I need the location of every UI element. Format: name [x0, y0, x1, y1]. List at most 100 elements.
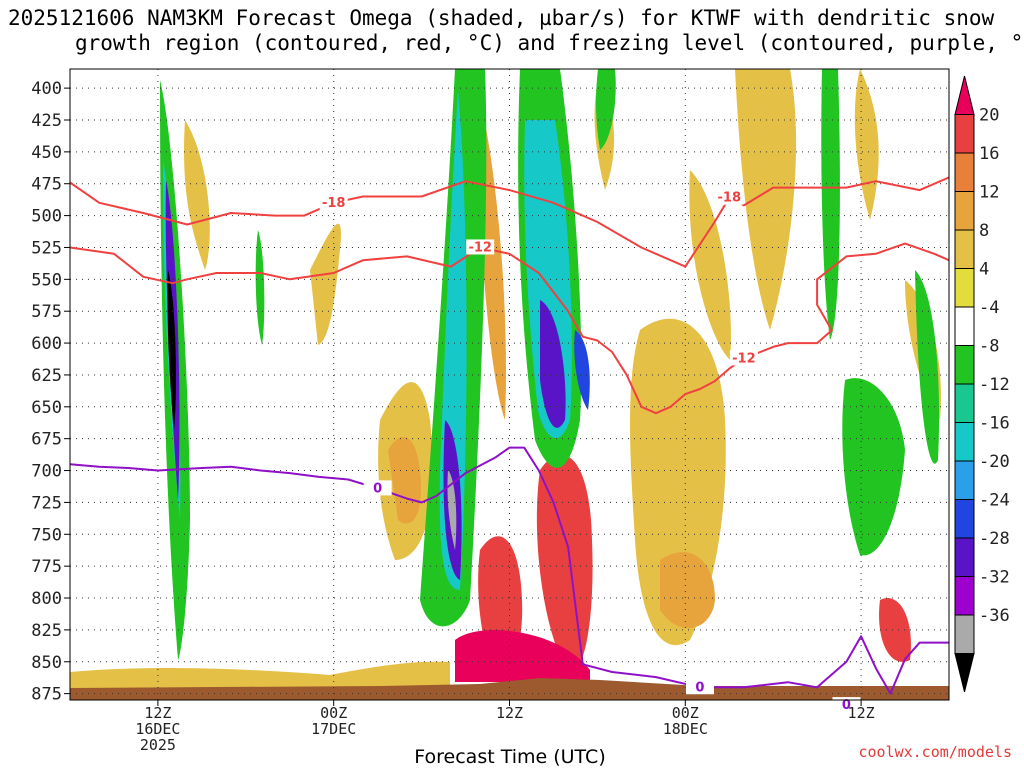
colorbar-swatch	[954, 229, 975, 269]
contour-label: 0	[842, 698, 851, 713]
contour-label-bg	[466, 239, 495, 255]
y-tick-label: 725	[31, 493, 62, 513]
y-tick-label: 425	[31, 111, 62, 131]
y-tick-label: 500	[31, 207, 62, 227]
colorbar-label: 12	[979, 183, 999, 203]
x-tick-label: 00Z	[320, 704, 347, 722]
colorbar-cap-top	[954, 75, 975, 115]
y-tick-label: 650	[31, 398, 62, 418]
y-tick-label: 700	[31, 462, 62, 482]
omega-negative-region	[574, 330, 590, 410]
credit-text: coolwx.com/models	[858, 743, 1012, 761]
omega-positive-region	[388, 436, 421, 524]
omega-positive-region	[536, 454, 593, 675]
contour-label: -12	[468, 240, 492, 255]
omega-negative-region	[915, 270, 940, 464]
x-tick-label: 12Z	[848, 704, 875, 722]
colorbar-label: -4	[979, 298, 999, 318]
omega-negative-region	[255, 230, 265, 345]
colorbar-swatch	[954, 268, 975, 308]
contour-label-bg	[729, 350, 758, 366]
colorbar-swatch	[954, 306, 975, 346]
contour-line	[70, 446, 949, 695]
colorbar-label: 20	[979, 106, 999, 126]
omega-negative-region	[842, 378, 905, 556]
y-tick-label: 750	[31, 525, 62, 545]
y-tick-label: 675	[31, 430, 62, 450]
colorbar-label: -32	[979, 568, 1010, 588]
x-tick-label: 12Z	[144, 704, 171, 722]
colorbar-swatch	[954, 345, 975, 385]
y-tick-label: 600	[31, 334, 62, 354]
x-tick-label: 18DEC	[663, 720, 708, 738]
colorbar-label: -12	[979, 375, 1010, 395]
contour-label: 0	[695, 680, 704, 695]
contour-label-bg	[363, 480, 392, 496]
omega-negative-region	[595, 69, 616, 150]
x-tick-label: 2025	[140, 736, 176, 754]
temperature-contours	[70, 176, 949, 695]
omega-positive-region	[879, 598, 911, 662]
x-tick-label: 16DEC	[135, 720, 180, 738]
colorbar-swatch	[954, 499, 975, 539]
contour-label: -18	[718, 191, 742, 206]
colorbar-label: 4	[979, 260, 989, 280]
omega-negative-region	[540, 300, 566, 428]
y-tick-label: 850	[31, 653, 62, 673]
y-tick-label: 800	[31, 589, 62, 609]
omega-positive-region	[735, 69, 797, 330]
contour-line	[70, 176, 949, 268]
omega-positive-region	[184, 120, 210, 270]
chart-title-line1: 2025121606 NAM3KM Forecast Omega (shaded…	[8, 6, 995, 30]
contour-label-bg	[715, 189, 744, 205]
colorbar-swatch	[954, 537, 975, 577]
colorbar-swatch	[954, 614, 975, 654]
colorbar-label: -8	[979, 337, 999, 357]
contour-label: -12	[732, 351, 756, 366]
y-tick-label: 400	[31, 79, 62, 99]
colorbar-swatch	[954, 576, 975, 616]
terrain	[70, 678, 949, 700]
omega-positive-region	[70, 661, 450, 688]
y-axis: 400 425 450 475 500 525 550 575 600 625 650 675 700 7…	[31, 79, 70, 705]
colorbar-label: 16	[979, 144, 999, 164]
omega-positive-region	[660, 552, 715, 629]
y-tick-label: 825	[31, 621, 62, 641]
colorbar: 20 16 12 8 4 -4 -8 -12 -16 -20 -24 -28 -32 -36	[954, 75, 1010, 693]
chart-title-line2: growth region (contoured, red, °C) and f…	[75, 31, 1024, 55]
y-tick-label: 625	[31, 366, 62, 386]
omega-positive-region	[689, 170, 731, 360]
omega-positive-region	[455, 630, 590, 682]
colorbar-swatch	[954, 114, 975, 154]
colorbar-swatch	[954, 191, 975, 231]
contour-label: 0	[373, 481, 382, 496]
omega-negative-region	[447, 470, 457, 550]
contour-label-bg	[832, 697, 861, 713]
colorbar-swatch	[954, 460, 975, 500]
x-tick-label: 12Z	[496, 704, 523, 722]
x-axis-label: Forecast Time (UTC)	[414, 746, 605, 768]
y-tick-label: 575	[31, 302, 62, 322]
y-tick-label: 475	[31, 175, 62, 195]
contour-label-bg	[685, 679, 714, 695]
contour-labels: -18 -18 -12 -12 0 0 0	[319, 189, 861, 713]
colorbar-swatch	[954, 383, 975, 423]
omega-shading	[70, 69, 949, 700]
colorbar-label: -28	[979, 529, 1010, 549]
omega-positive-region	[310, 223, 341, 345]
colorbar-label: -20	[979, 452, 1010, 472]
x-tick-label: 17DEC	[311, 720, 356, 738]
contour-label: -18	[322, 196, 346, 211]
y-tick-label: 875	[31, 685, 62, 705]
x-tick-label: 00Z	[672, 704, 699, 722]
y-tick-label: 525	[31, 238, 62, 258]
colorbar-label: -36	[979, 606, 1010, 626]
contour-line	[70, 242, 949, 415]
colorbar-label: -16	[979, 414, 1010, 434]
colorbar-label: 8	[979, 221, 989, 241]
y-tick-label: 550	[31, 270, 62, 290]
y-tick-label: 775	[31, 557, 62, 577]
contour-label-bg	[319, 194, 348, 210]
colorbar-label: -24	[979, 491, 1010, 511]
